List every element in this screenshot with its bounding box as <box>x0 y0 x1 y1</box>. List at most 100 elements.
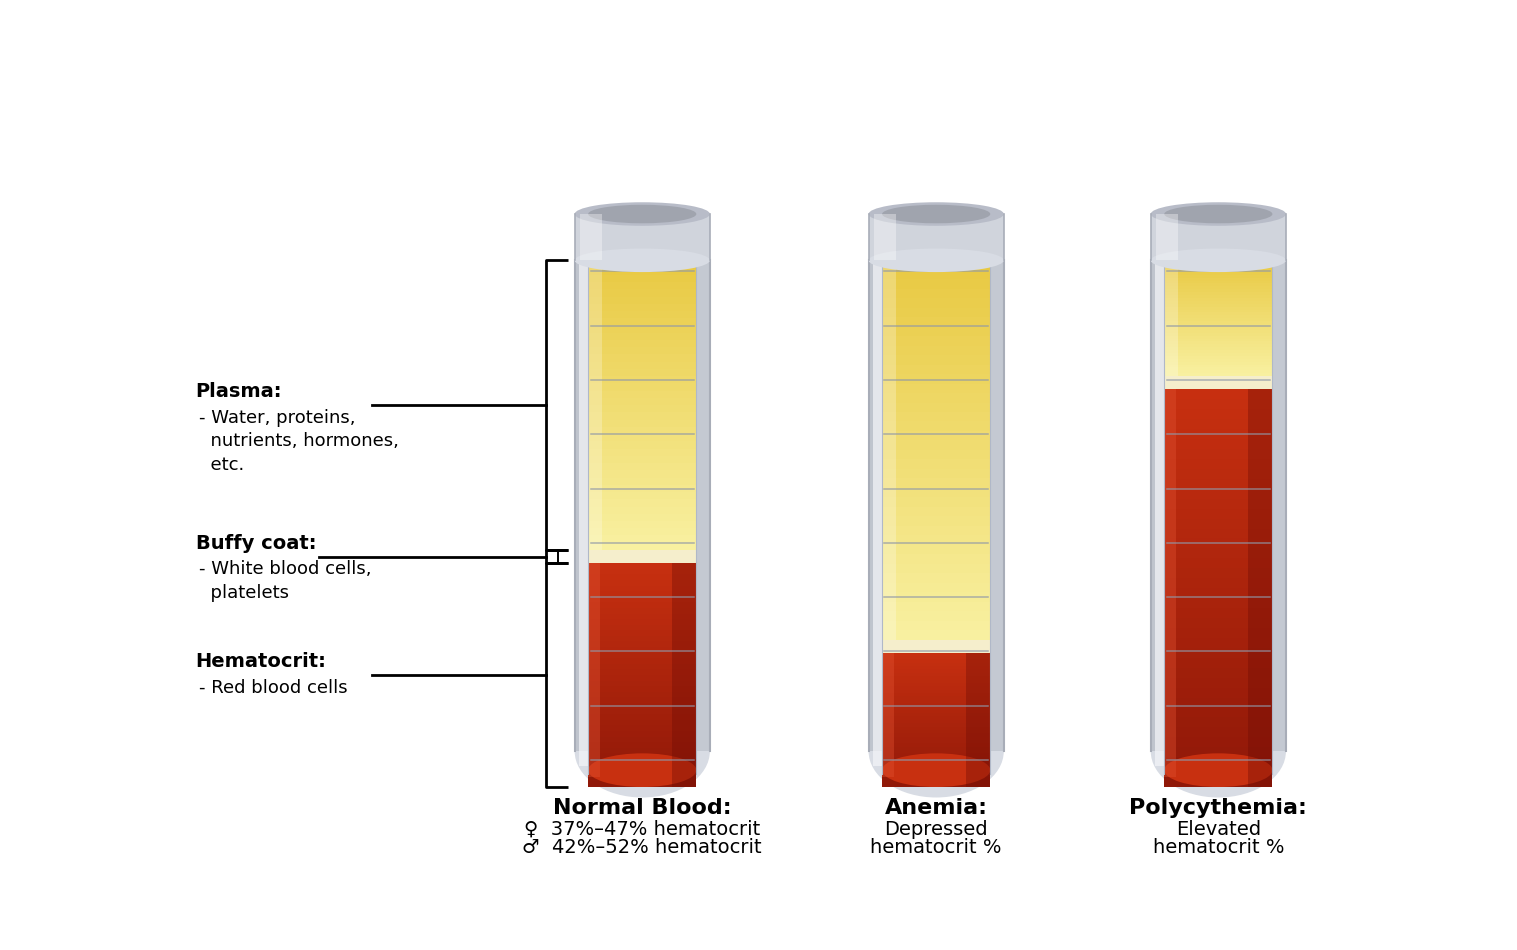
Polygon shape <box>575 214 710 260</box>
Polygon shape <box>589 714 696 720</box>
Ellipse shape <box>575 202 710 226</box>
Polygon shape <box>881 582 991 592</box>
Polygon shape <box>1164 508 1273 519</box>
Polygon shape <box>1164 263 1273 266</box>
Polygon shape <box>589 412 696 420</box>
Polygon shape <box>589 478 696 484</box>
Polygon shape <box>1164 341 1273 344</box>
Ellipse shape <box>1164 740 1273 787</box>
Polygon shape <box>881 653 991 656</box>
Text: Anemia:: Anemia: <box>884 798 988 818</box>
Polygon shape <box>578 260 599 766</box>
Polygon shape <box>1164 277 1273 280</box>
Ellipse shape <box>881 205 991 223</box>
Polygon shape <box>1151 260 1167 751</box>
Text: hematocrit %: hematocrit % <box>1153 838 1283 857</box>
Polygon shape <box>1164 717 1273 728</box>
Polygon shape <box>1164 390 1176 777</box>
Polygon shape <box>881 497 991 506</box>
Polygon shape <box>589 759 696 765</box>
Polygon shape <box>881 393 991 403</box>
Polygon shape <box>589 686 696 692</box>
Polygon shape <box>589 260 696 764</box>
Polygon shape <box>1164 757 1273 767</box>
Polygon shape <box>1164 275 1273 277</box>
Polygon shape <box>1151 214 1286 260</box>
Ellipse shape <box>881 255 991 266</box>
Polygon shape <box>881 573 991 582</box>
Polygon shape <box>869 214 1004 260</box>
Polygon shape <box>589 347 696 354</box>
Polygon shape <box>589 703 696 709</box>
Polygon shape <box>589 484 696 492</box>
Polygon shape <box>589 647 696 653</box>
Text: Normal Blood:: Normal Blood: <box>554 798 731 818</box>
Polygon shape <box>589 448 696 456</box>
Polygon shape <box>589 765 696 770</box>
Polygon shape <box>1164 399 1273 409</box>
Polygon shape <box>881 479 991 488</box>
Polygon shape <box>881 666 991 670</box>
Polygon shape <box>881 670 991 673</box>
Polygon shape <box>881 713 991 716</box>
Polygon shape <box>589 442 696 448</box>
Text: ♀  37%–47% hematocrit: ♀ 37%–47% hematocrit <box>525 820 760 839</box>
Polygon shape <box>589 318 696 326</box>
Ellipse shape <box>869 705 1004 797</box>
Polygon shape <box>881 450 991 460</box>
Polygon shape <box>589 664 696 670</box>
Polygon shape <box>589 420 696 427</box>
Polygon shape <box>869 260 1004 751</box>
Ellipse shape <box>589 205 696 223</box>
Polygon shape <box>881 554 991 563</box>
Polygon shape <box>589 630 696 636</box>
Polygon shape <box>1164 362 1273 365</box>
Polygon shape <box>1164 310 1273 313</box>
Polygon shape <box>1156 214 1177 260</box>
Polygon shape <box>881 260 991 764</box>
Polygon shape <box>589 376 696 384</box>
Ellipse shape <box>1164 255 1273 266</box>
Polygon shape <box>589 658 696 664</box>
Polygon shape <box>881 747 991 750</box>
Polygon shape <box>1164 748 1273 757</box>
Polygon shape <box>1164 479 1273 488</box>
Polygon shape <box>1164 318 1273 321</box>
Polygon shape <box>881 686 991 690</box>
Polygon shape <box>1164 637 1273 648</box>
Polygon shape <box>881 696 991 700</box>
Polygon shape <box>1164 728 1273 737</box>
Polygon shape <box>1164 618 1273 628</box>
Polygon shape <box>881 760 991 764</box>
Polygon shape <box>589 550 696 563</box>
Polygon shape <box>1164 347 1273 351</box>
Polygon shape <box>881 656 991 659</box>
Polygon shape <box>1164 370 1273 373</box>
Polygon shape <box>1164 335 1273 338</box>
Polygon shape <box>1164 344 1273 347</box>
Polygon shape <box>1164 313 1273 315</box>
Text: Polycythemia:: Polycythemia: <box>1129 798 1308 818</box>
Polygon shape <box>1164 283 1273 286</box>
Ellipse shape <box>881 753 991 787</box>
Ellipse shape <box>1164 205 1273 223</box>
Polygon shape <box>1164 286 1273 289</box>
Polygon shape <box>881 336 991 346</box>
Polygon shape <box>1164 301 1273 304</box>
Polygon shape <box>1164 351 1273 353</box>
Polygon shape <box>1164 321 1273 324</box>
Polygon shape <box>881 720 991 723</box>
Polygon shape <box>881 298 991 308</box>
Polygon shape <box>1164 568 1273 579</box>
Polygon shape <box>589 542 696 550</box>
Ellipse shape <box>589 255 696 266</box>
Polygon shape <box>1164 324 1273 327</box>
Polygon shape <box>881 488 991 497</box>
Polygon shape <box>589 528 696 536</box>
Polygon shape <box>881 740 991 743</box>
Polygon shape <box>881 703 991 707</box>
Polygon shape <box>589 697 696 703</box>
Polygon shape <box>1164 338 1273 341</box>
Polygon shape <box>1164 657 1273 668</box>
Polygon shape <box>589 260 602 550</box>
